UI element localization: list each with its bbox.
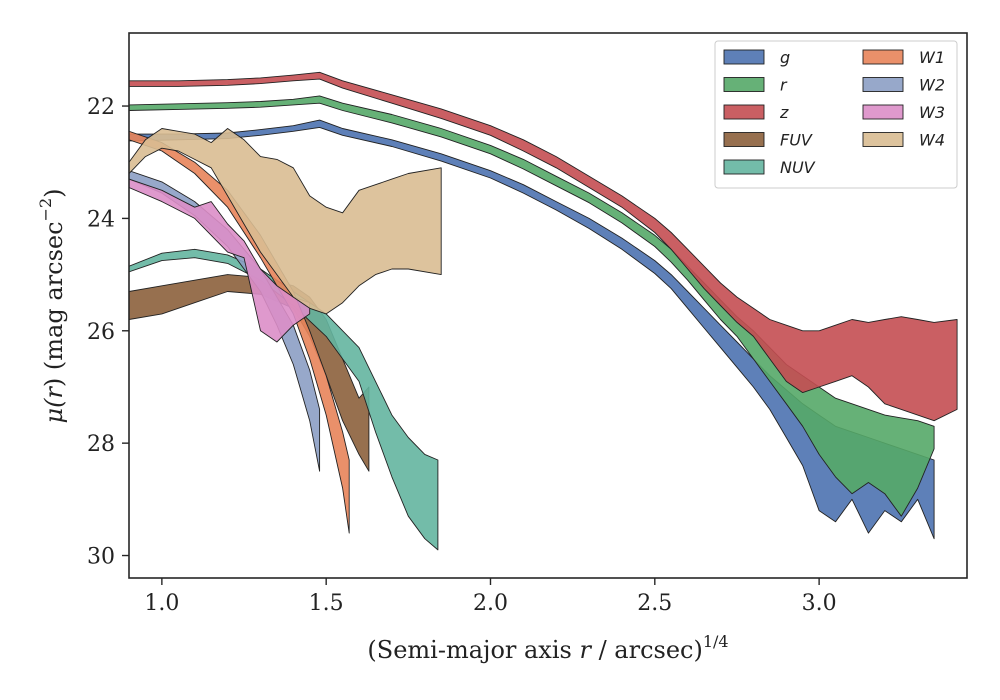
legend-swatch-r [723,77,765,92]
axis-ticks: 1.0 1.5 2.0 2.5 3.0 22 24 26 28 30 [87,95,837,616]
legend-swatch-z [723,104,765,120]
band-z [129,71,958,422]
legend-label-r: r [780,76,788,95]
legend-swatch-g [723,49,765,65]
legend-swatch-nuv [723,159,765,175]
legend-swatch-w4 [862,132,904,147]
legend-swatch-w3 [862,104,904,120]
profile-bands [129,71,958,551]
legend-label-z: z [779,103,789,122]
x-tick-label: 2.0 [473,591,508,616]
band-w4 [129,128,442,315]
legend-swatch-fuv [723,132,765,147]
x-tick-label: 1.5 [309,591,344,616]
band-r [129,95,935,517]
x-axis-label: (Semi-major axis r / arcsec)1/4 [367,632,728,664]
x-tick-label: 3.0 [802,591,837,616]
legend-label-w2: W2 [919,76,945,95]
y-tick-label: 30 [87,545,115,570]
legend-label-fuv: FUV [780,131,813,150]
legend-label-w4: W4 [919,131,945,150]
legend-label-nuv: NUV [780,158,816,177]
y-tick-label: 28 [87,432,115,457]
legend-label-w1: W1 [919,48,945,67]
y-axis-label: μ(r) (mag arcsec−2) [36,188,68,423]
plot-frame [128,32,968,579]
legend: grz FUV NUV W1 W2 W3 W4 [714,40,958,189]
band-w3 [129,178,311,343]
y-tick-label: 24 [87,207,115,232]
band-g [129,119,935,540]
legend-swatch-w1 [862,49,904,65]
y-tick-label: 22 [87,95,115,120]
x-tick-label: 1.0 [144,591,179,616]
x-tick-label: 2.5 [637,591,672,616]
y-tick-label: 26 [87,320,115,345]
legend-label-g: g [780,48,790,67]
legend-label-w3: W3 [919,103,945,122]
legend-swatch-w2 [862,77,904,92]
